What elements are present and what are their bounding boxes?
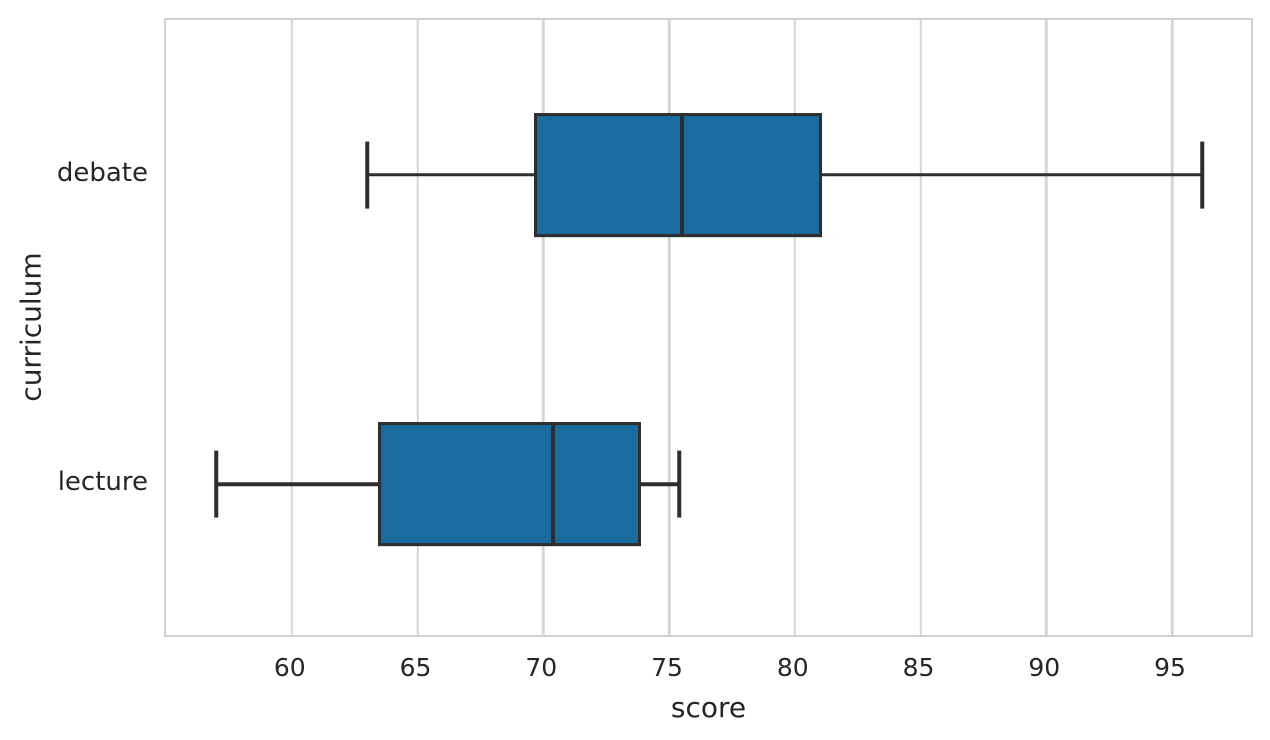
x-gridline [1045,20,1048,635]
whisker-low-line [367,173,536,177]
whisker-cap-high [1200,141,1204,209]
whisker-cap-low [365,141,369,209]
x-tick-label: 90 [1028,653,1061,682]
y-axis-title: curriculum [14,252,48,402]
x-tick-label: 80 [776,653,809,682]
whisker-low-line [216,482,380,486]
x-gridline [919,20,922,635]
plot-area [164,18,1253,637]
x-axis-title: score [670,691,747,724]
x-gridline [1170,20,1174,635]
whisker-high-line [638,482,680,486]
iqr-box [533,112,822,237]
y-tick-label-debate: debate [56,157,148,188]
x-tick-label: 60 [273,653,306,682]
whisker-high-line [819,173,1203,177]
x-gridline [542,20,545,635]
y-tick-label-lecture: lecture [57,467,148,498]
x-tick-label: 85 [902,653,935,682]
iqr-box [378,422,641,547]
x-gridline [667,20,671,635]
whisker-cap-high [677,450,681,518]
x-tick-label: 75 [651,653,683,682]
x-tick-label: 65 [399,653,432,682]
x-gridline [290,20,293,635]
x-tick-label: 70 [525,653,558,682]
whisker-cap-low [214,450,219,518]
x-tick-label: 95 [1154,653,1186,682]
median-line [679,114,684,235]
x-gridline [416,20,419,635]
median-line [551,424,556,545]
x-gridline [793,20,796,635]
